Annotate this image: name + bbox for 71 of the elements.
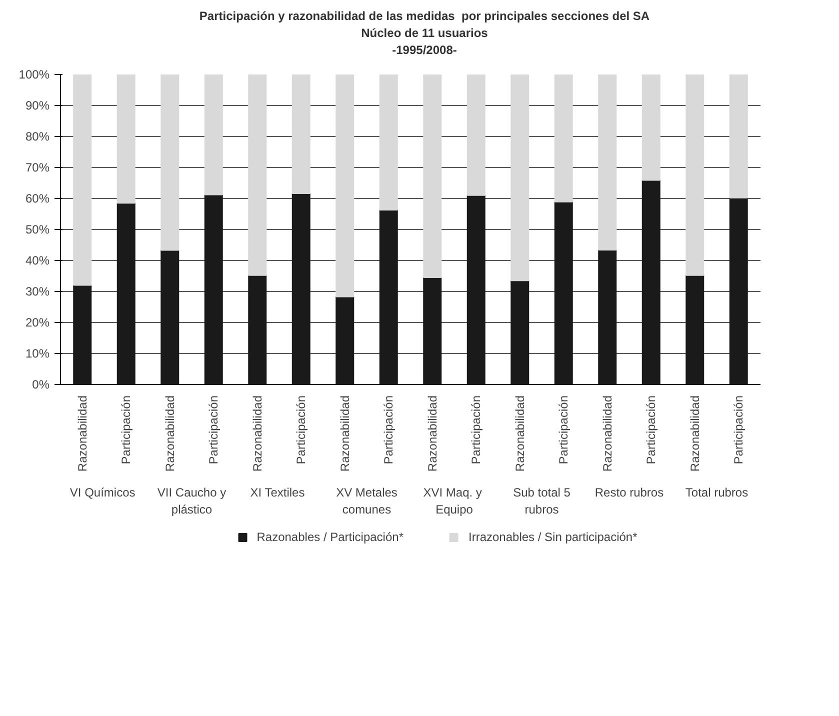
- bar: [466, 195, 486, 385]
- x-tick-label: Participación: [382, 396, 396, 465]
- bar: [204, 194, 223, 385]
- y-tick-label: 10%: [25, 346, 50, 361]
- bar: [248, 275, 267, 385]
- bar: [204, 74, 223, 196]
- y-tick-label: 0%: [32, 378, 50, 392]
- bar: [292, 193, 310, 385]
- x-tick-label: Razonabilidad: [600, 396, 614, 472]
- bar: [510, 280, 530, 385]
- bar: [116, 203, 136, 385]
- x-tick-label: Participación: [206, 396, 221, 465]
- bar: [554, 74, 573, 203]
- bar: [598, 74, 617, 251]
- y-tick-label: 70%: [25, 160, 50, 175]
- text: VI Químicos: [70, 486, 136, 500]
- x-tick-label: Participación: [732, 396, 746, 465]
- x-tick-label: Participación: [119, 396, 134, 465]
- bar: [292, 74, 310, 194]
- bar: [642, 180, 660, 385]
- bar: [336, 296, 354, 385]
- x-tick-label: Participación: [556, 396, 571, 465]
- y-tick-label: 50%: [25, 222, 50, 237]
- chart-title: Participación y razonabilidad de las medidas por principales secciones del SA: [199, 9, 650, 23]
- x-tick-label: Razonabilidad: [512, 396, 527, 472]
- y-tick-label: 100%: [18, 68, 50, 82]
- legend-label: Razonables / Participación*: [256, 530, 404, 544]
- bar: [466, 74, 486, 196]
- text: Total rubros: [685, 486, 748, 500]
- bar: [73, 74, 92, 286]
- legend-label: Irrazonables / Sin participación*: [468, 530, 638, 544]
- text: XVI Maq. y Equipo: [423, 486, 482, 517]
- x-tick-label: Razonabilidad: [250, 396, 264, 472]
- y-tick-label: 80%: [25, 130, 50, 144]
- bar: [423, 74, 442, 278]
- bar: [379, 74, 398, 211]
- bar: [729, 198, 748, 385]
- x-tick-label: Participación: [644, 396, 658, 465]
- bar: [248, 74, 267, 276]
- bar: [160, 250, 180, 385]
- y-tick-label: 90%: [25, 98, 50, 113]
- x-tick-label: Participación: [294, 396, 308, 465]
- bar: [336, 74, 354, 298]
- text: XI Textiles: [250, 486, 305, 500]
- y-tick-label: 30%: [25, 284, 50, 299]
- bar: [686, 74, 704, 276]
- x-tick-label: Razonabilidad: [688, 396, 702, 472]
- bar: [642, 74, 660, 182]
- bar: [423, 277, 442, 385]
- x-tick-label: Participación: [469, 396, 484, 465]
- y-tick-label: 40%: [25, 254, 50, 268]
- chart-subtitle: Núcleo de 11 usuarios -1995/2008-: [361, 26, 488, 58]
- bar: [510, 74, 530, 282]
- text: VII Caucho y plástico: [157, 486, 226, 517]
- x-tick-label: Razonabilidad: [75, 396, 90, 472]
- bar: [554, 202, 573, 385]
- bar: [598, 250, 617, 385]
- bar: [73, 285, 92, 385]
- y-tick-label: 20%: [25, 316, 50, 330]
- text: XV Metales comunes: [336, 486, 398, 517]
- bar: [116, 74, 136, 204]
- x-tick-label: Razonabilidad: [162, 396, 177, 472]
- x-tick-label: Razonabilidad: [425, 396, 440, 472]
- bar: [729, 74, 748, 199]
- y-tick-label: 60%: [25, 192, 50, 206]
- text: Sub total 5 rubros: [513, 486, 571, 517]
- x-tick-label: Razonabilidad: [338, 396, 352, 472]
- bar: [160, 74, 180, 252]
- bar: [686, 275, 704, 385]
- text: Resto rubros: [594, 486, 664, 500]
- bar: [379, 210, 398, 385]
